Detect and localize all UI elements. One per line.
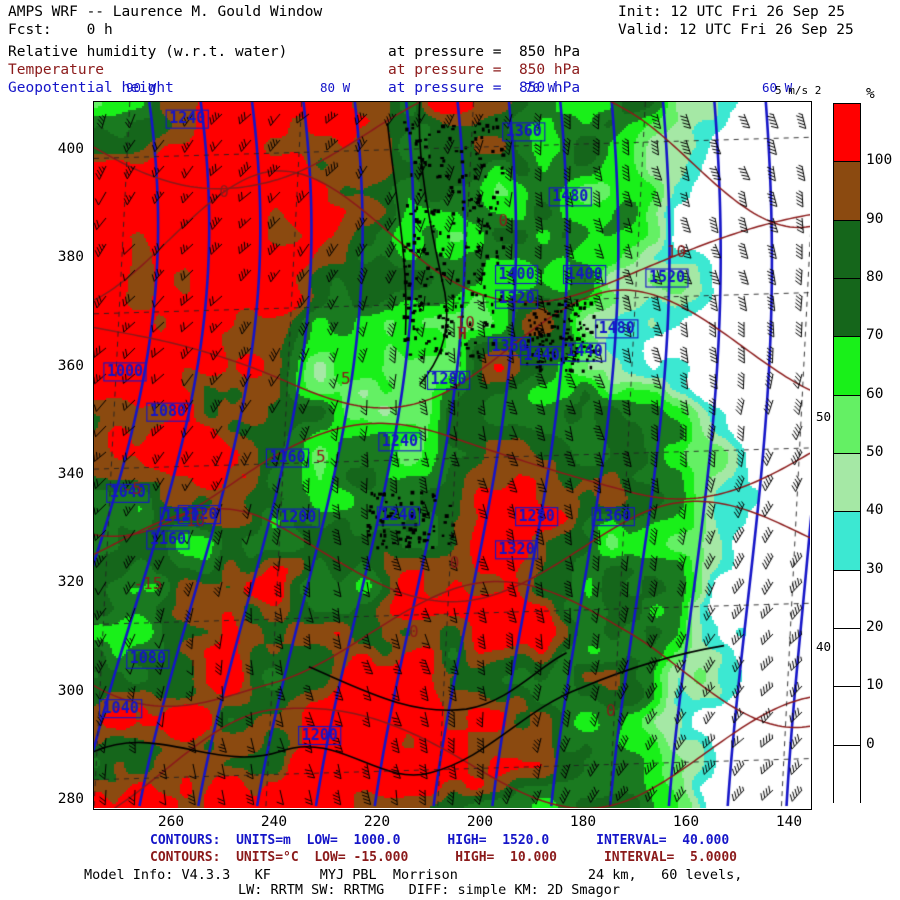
weather-field-canvas xyxy=(94,102,810,808)
colorbar-segment-80 xyxy=(834,220,860,279)
colorbar-segment-30 xyxy=(834,512,860,571)
colorbar-label-20: 20 xyxy=(866,619,884,635)
map-plot-area[interactable] xyxy=(93,101,812,810)
x-tick-140: 140 xyxy=(775,814,803,830)
x-tick-220: 220 xyxy=(363,814,391,830)
colorbar-label-80: 80 xyxy=(866,269,884,285)
field-relative-humidity-level: at pressure = 850 hPa xyxy=(388,44,581,60)
relative-humidity-colorbar[interactable] xyxy=(833,103,861,804)
colorbar-segment-50 xyxy=(834,395,860,454)
colorbar-segment-60 xyxy=(834,337,860,396)
colorbar-segment-40 xyxy=(834,453,860,513)
x-tick-160: 160 xyxy=(672,814,700,830)
y-tick-360: 360 xyxy=(57,358,84,374)
valid-time: Valid: 12 UTC Fri 26 Sep 25 xyxy=(618,22,854,38)
colorbar-label-10: 10 xyxy=(866,677,884,694)
colorbar-label-50: 50 xyxy=(866,444,884,460)
x-tick-240: 240 xyxy=(260,814,288,830)
field-temperature-label: Temperature xyxy=(8,62,105,78)
colorbar-segment-70 xyxy=(834,278,860,338)
field-temperature-level: at pressure = 850 hPa xyxy=(388,62,581,78)
colorbar-label-60: 60 xyxy=(866,385,884,402)
colorbar-segment-0 xyxy=(834,687,860,746)
footer-model-info: Model Info: V4.3.3 KF MYJ PBL Morrison 2… xyxy=(84,867,743,883)
x-tick-260: 260 xyxy=(157,814,185,830)
y-tick-320: 320 xyxy=(57,574,84,590)
lon-label-top-80w: 80 W xyxy=(320,80,351,95)
y-tick-400: 400 xyxy=(57,141,84,157)
colorbar-label-100: 100 xyxy=(866,152,893,169)
y-tick-300: 300 xyxy=(57,683,84,699)
x-tick-200: 200 xyxy=(466,814,494,830)
colorbar-segment-100 xyxy=(834,104,860,163)
footer-physics-info: LW: RRTM SW: RRTMG DIFF: simple KM: 2D S… xyxy=(238,882,621,898)
y-tick-380: 380 xyxy=(57,249,84,265)
lon-label-top-90w: 90 W xyxy=(126,80,157,95)
lon-label-top-60w: 60 W xyxy=(762,80,793,95)
y-tick-280: 280 xyxy=(57,791,84,807)
colorbar-label-0: 0 xyxy=(866,735,875,752)
footer-height-contours: CONTOURS: UNITS=m LOW= 1000.0 HIGH= 1520… xyxy=(150,833,730,848)
colorbar-segment--10 xyxy=(834,745,860,804)
lon-label-top-70w: 70 W xyxy=(525,80,556,95)
init-time: Init: 12 UTC Fri 26 Sep 25 xyxy=(618,4,845,20)
footer-temperature-contours: CONTOURS: UNITS=°C LOW= -15.000 HIGH= 10… xyxy=(150,850,737,865)
x-tick-180: 180 xyxy=(569,814,597,830)
colorbar-label-30: 30 xyxy=(866,560,884,577)
field-relative-humidity-label: Relative humidity (w.r.t. water) xyxy=(8,44,288,60)
y-tick-340: 340 xyxy=(57,466,84,482)
colorbar-segment-10 xyxy=(834,628,860,688)
field-geopotential-height-level: at pressure = 850 hPa xyxy=(388,80,581,96)
colorbar-segment-90 xyxy=(834,162,860,221)
colorbar-unit-label: % xyxy=(866,86,875,102)
forecast-hour: Fcst: 0 h xyxy=(8,22,113,38)
wind-barb-legend: 5 m/s 2 xyxy=(775,84,822,97)
colorbar-segment-20 xyxy=(834,570,860,629)
colorbar-label-90: 90 xyxy=(866,210,884,227)
colorbar-label-40: 40 xyxy=(866,502,884,519)
field-geopotential-height-label: Geopotential height xyxy=(8,80,174,96)
colorbar-label-70: 70 xyxy=(866,327,884,344)
window-title: AMPS WRF -- Laurence M. Gould Window xyxy=(8,4,323,20)
